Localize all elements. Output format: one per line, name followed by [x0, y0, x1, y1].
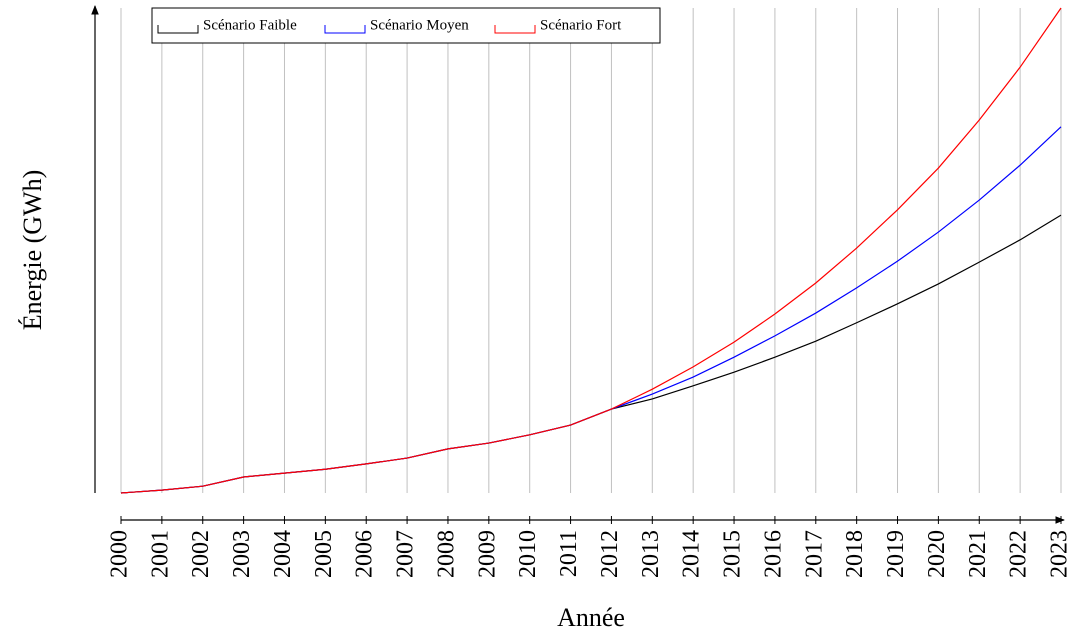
x-tick-label: 2016	[760, 530, 786, 578]
x-tick-label: 2012	[597, 530, 623, 578]
legend-label: Scénario Fort	[540, 17, 622, 33]
legend-label: Scénario Faible	[203, 17, 297, 33]
legend-swatch	[324, 25, 366, 34]
series-line	[120, 7, 1062, 494]
x-axis-label: Année	[557, 603, 625, 632]
x-tick-label: 2003	[229, 530, 255, 578]
x-tick-label: 2009	[474, 530, 500, 578]
x-tick-label: 2004	[270, 530, 296, 578]
x-tick-label: 2015	[720, 530, 746, 578]
legend-entries: Scénario Faible Scénario Moyen Scénario Fo…	[157, 17, 622, 34]
x-tick-label: 2020	[924, 530, 950, 578]
x-tick-label: 2022	[1006, 530, 1032, 578]
x-tick-label: 2023	[1047, 530, 1073, 578]
x-tick-label: 2000	[107, 530, 133, 578]
x-tick-label: 2019	[883, 530, 909, 578]
legend	[151, 7, 661, 44]
grid	[120, 8, 1062, 493]
series-line	[120, 214, 1062, 494]
x-tick-label: 2017	[801, 530, 827, 578]
x-tick-label: 2002	[188, 530, 214, 578]
x-tick-label: 2007	[393, 530, 419, 578]
lines	[120, 7, 1062, 494]
legend-swatch	[157, 25, 199, 34]
legend-label: Scénario Moyen	[370, 17, 469, 33]
x-tick-label: 2001	[147, 530, 173, 578]
x-tick-label: 2011	[556, 530, 582, 577]
legend-swatch	[494, 25, 536, 34]
y-axis-label: Énergie (GWh)	[18, 170, 47, 331]
x-tick-label: 2018	[842, 530, 868, 578]
x-tick-label: 2006	[352, 530, 378, 578]
x-tick-label: 2008	[433, 530, 459, 578]
x-tick-label: 2010	[515, 530, 541, 578]
x-tick-label: 2013	[638, 530, 664, 578]
x-tick-label: 2005	[311, 530, 337, 578]
series-line	[120, 126, 1062, 494]
x-tick-label: 2014	[679, 530, 705, 578]
x-tick-label: 2021	[965, 530, 991, 578]
